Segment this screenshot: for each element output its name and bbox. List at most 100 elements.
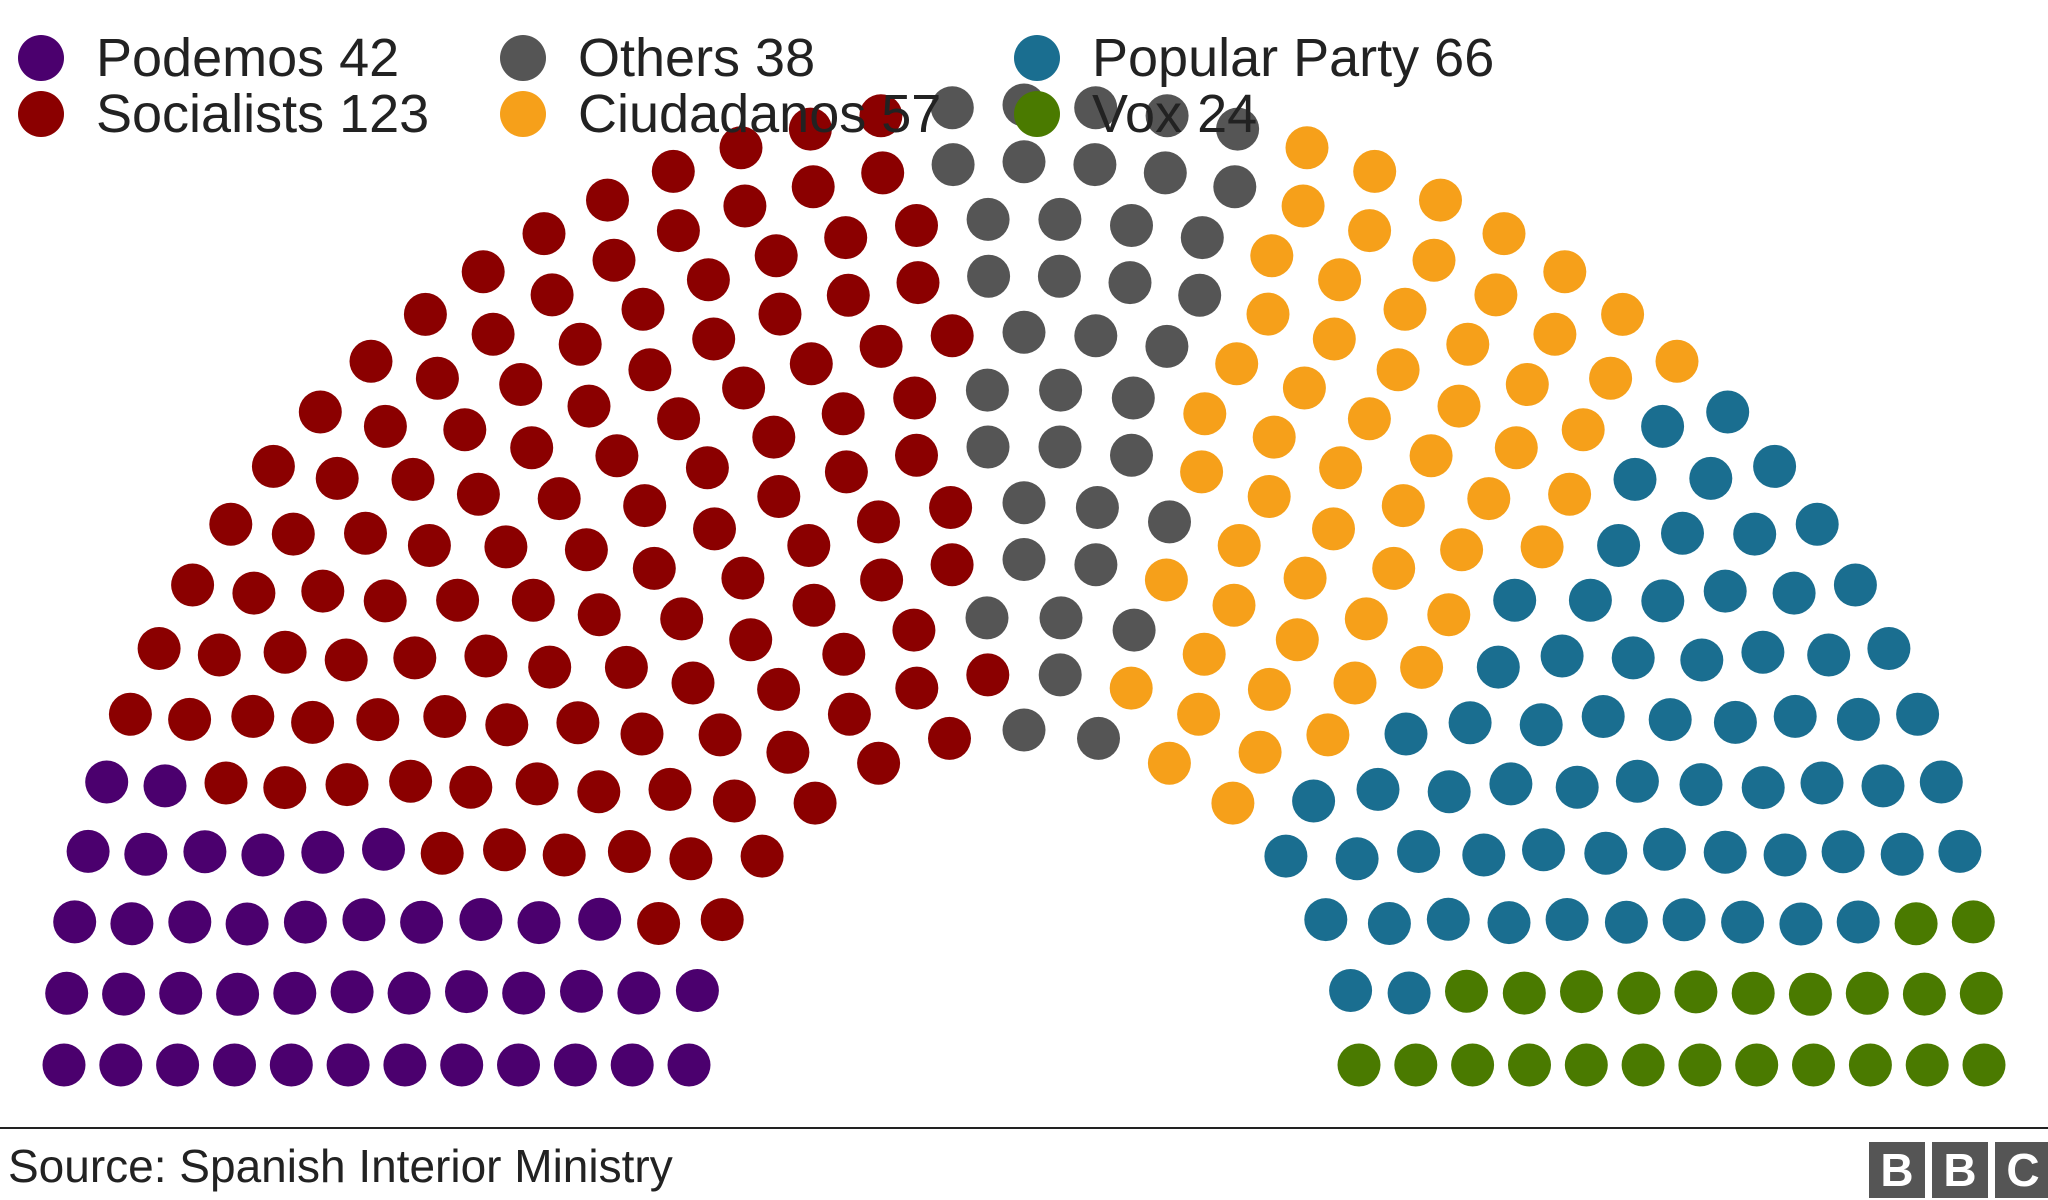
- seat-popular-party: [1615, 759, 1659, 803]
- seat-socialists: [522, 212, 566, 256]
- legend-item-popular-party: Popular Party 66: [1014, 30, 1494, 86]
- seat-socialists: [436, 578, 480, 622]
- seat-socialists: [791, 165, 835, 209]
- seat-podemos: [66, 829, 110, 873]
- seat-ciudadanos: [1180, 450, 1224, 494]
- seat-others: [1110, 204, 1153, 247]
- seat-socialists: [657, 397, 701, 441]
- seat-podemos: [617, 971, 661, 1015]
- seat-socialists: [826, 273, 870, 317]
- seat-socialists: [857, 500, 900, 544]
- legend-item-socialists: Socialists 123: [18, 86, 429, 142]
- seat-vox: [1894, 902, 1938, 946]
- seat-ciudadanos: [1601, 292, 1645, 336]
- seat-socialists: [356, 698, 400, 742]
- seat-others: [966, 425, 1010, 469]
- legend: Podemos 42 Socialists 123 Others 38 Ciud…: [18, 22, 1718, 152]
- seat-ciudadanos: [1376, 348, 1420, 392]
- seat-socialists: [567, 384, 611, 428]
- legend-item-vox: Vox 24: [1014, 86, 1257, 142]
- seat-podemos: [387, 971, 431, 1015]
- seat-podemos: [326, 1043, 370, 1087]
- seat-ciudadanos: [1400, 645, 1444, 689]
- seat-vox: [1621, 1043, 1665, 1087]
- seat-podemos: [497, 1043, 540, 1087]
- seat-podemos: [675, 969, 719, 1012]
- seat-socialists: [752, 415, 796, 459]
- seat-socialists: [686, 258, 730, 302]
- seat-socialists: [757, 475, 801, 518]
- seat-socialists: [415, 356, 459, 400]
- seat-socialists: [393, 636, 437, 680]
- seat-socialists: [528, 645, 572, 689]
- seat-socialists: [263, 630, 307, 674]
- seat-ciudadanos: [1419, 178, 1462, 222]
- seat-vox: [1902, 972, 1946, 1016]
- seat-socialists: [171, 563, 215, 607]
- seat-others: [965, 368, 1009, 412]
- seat-ciudadanos: [1440, 528, 1484, 572]
- seat-socialists: [443, 408, 487, 452]
- seat-socialists: [740, 834, 784, 878]
- seat-vox: [1617, 971, 1661, 1015]
- seat-others: [1075, 486, 1119, 529]
- seat-podemos: [225, 902, 269, 946]
- seat-podemos: [183, 830, 227, 874]
- seat-socialists: [621, 287, 665, 331]
- seat-socialists: [928, 716, 971, 760]
- seat-socialists: [623, 484, 667, 528]
- legend-label-vox: Vox 24: [1092, 84, 1258, 144]
- seat-socialists: [607, 830, 651, 873]
- seat-socialists: [754, 234, 798, 278]
- seat-others: [1037, 254, 1081, 298]
- seat-popular-party: [1604, 900, 1648, 944]
- seat-ciudadanos: [1482, 212, 1526, 256]
- legend-swatch-ciudadanos: [500, 91, 546, 137]
- seat-socialists: [485, 703, 529, 747]
- seat-podemos: [45, 971, 89, 1015]
- seat-socialists: [363, 404, 407, 448]
- seat-socialists: [315, 456, 359, 500]
- seat-others: [1039, 596, 1083, 640]
- seat-popular-party: [1836, 697, 1880, 741]
- seat-ciudadanos: [1318, 258, 1362, 302]
- seat-ciudadanos: [1344, 597, 1388, 641]
- seat-socialists: [685, 446, 729, 490]
- seat-vox: [1674, 970, 1718, 1014]
- seat-socialists: [577, 770, 621, 814]
- seat-others: [1074, 86, 1118, 130]
- bbc-logo: B B C: [1862, 1142, 2048, 1198]
- seat-ciudadanos: [1543, 250, 1587, 294]
- seat-others: [966, 197, 1010, 241]
- seat-others: [1111, 376, 1155, 420]
- seat-socialists: [822, 632, 866, 676]
- seat-popular-party: [1919, 760, 1963, 804]
- seat-popular-party: [1753, 444, 1797, 488]
- seat-ciudadanos: [1275, 618, 1319, 662]
- seat-podemos: [330, 970, 374, 1014]
- seat-podemos: [560, 969, 603, 1013]
- seat-socialists: [966, 653, 1010, 697]
- seat-socialists: [604, 645, 648, 689]
- seat-ciudadanos: [1285, 126, 1329, 170]
- seat-popular-party: [1397, 830, 1441, 873]
- seat-ciudadanos: [1348, 209, 1392, 253]
- seat-vox: [1905, 1043, 1949, 1087]
- seat-popular-party: [1741, 766, 1785, 810]
- seat-others: [931, 143, 975, 187]
- seat-popular-party: [1519, 703, 1563, 747]
- seat-ciudadanos: [1246, 292, 1290, 336]
- seat-vox: [1951, 900, 1995, 944]
- seat-socialists: [789, 342, 833, 386]
- seat-socialists: [651, 149, 695, 193]
- seat-vox: [1445, 969, 1488, 1013]
- seat-popular-party: [1555, 765, 1599, 809]
- seat-others: [1002, 538, 1046, 581]
- seat-ciudadanos: [1250, 234, 1294, 278]
- seat-socialists: [511, 578, 555, 622]
- seat-socialists: [577, 593, 621, 637]
- seat-popular-party: [1648, 698, 1692, 742]
- bbc-logo-letter: C: [1995, 1142, 2048, 1198]
- seat-socialists: [471, 312, 515, 356]
- seat-popular-party: [1641, 579, 1685, 623]
